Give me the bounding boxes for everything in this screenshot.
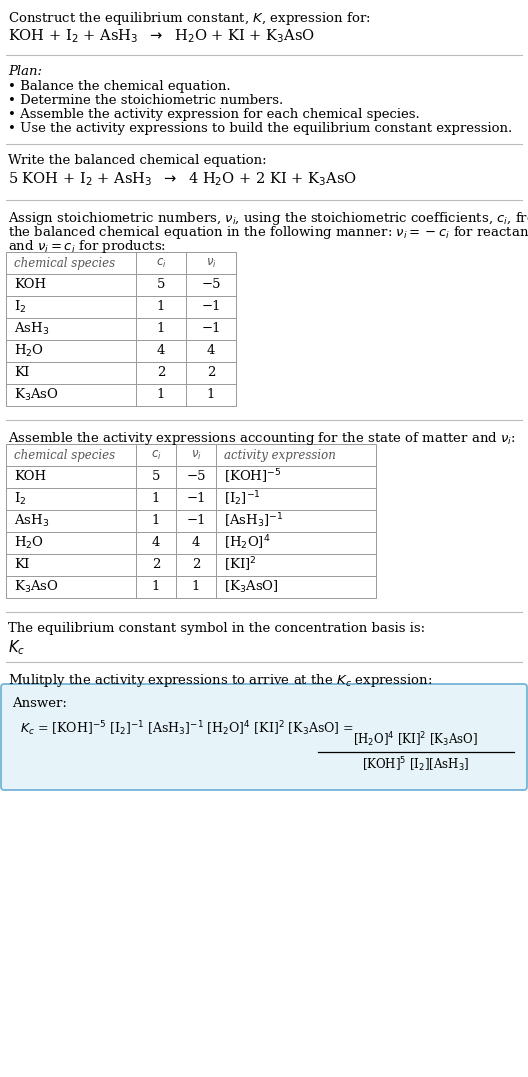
Text: AsH$_3$: AsH$_3$: [14, 513, 49, 529]
Text: [AsH$_3$]$^{-1}$: [AsH$_3$]$^{-1}$: [224, 512, 284, 530]
Text: 1: 1: [152, 492, 160, 505]
Text: • Balance the chemical equation.: • Balance the chemical equation.: [8, 80, 231, 93]
Bar: [6, 444, 376, 598]
Text: 1: 1: [157, 300, 165, 313]
Text: Plan:: Plan:: [8, 65, 42, 78]
Text: 2: 2: [152, 559, 160, 572]
Text: KOH: KOH: [14, 471, 46, 484]
Text: $\nu_i$: $\nu_i$: [205, 256, 216, 269]
Text: AsH$_3$: AsH$_3$: [14, 321, 49, 337]
Text: Write the balanced chemical equation:: Write the balanced chemical equation:: [8, 154, 267, 167]
Text: $\nu_i$: $\nu_i$: [191, 448, 201, 462]
Text: 1: 1: [157, 322, 165, 336]
Text: $c_i$: $c_i$: [156, 256, 166, 269]
Text: The equilibrium constant symbol in the concentration basis is:: The equilibrium constant symbol in the c…: [8, 623, 425, 635]
Text: 1: 1: [207, 389, 215, 402]
Text: [H$_2$O]$^4$ [KI]$^2$ [K$_3$AsO]: [H$_2$O]$^4$ [KI]$^2$ [K$_3$AsO]: [353, 730, 478, 749]
Text: [KOH]$^5$ [I$_2$][AsH$_3$]: [KOH]$^5$ [I$_2$][AsH$_3$]: [362, 755, 470, 773]
Text: KI: KI: [14, 366, 30, 379]
Text: 1: 1: [192, 581, 200, 593]
Text: H$_2$O: H$_2$O: [14, 535, 44, 551]
Text: I$_2$: I$_2$: [14, 299, 26, 316]
Text: [KI]$^2$: [KI]$^2$: [224, 556, 257, 574]
Text: −5: −5: [201, 279, 221, 292]
Text: 5: 5: [152, 471, 160, 484]
Text: −1: −1: [186, 492, 206, 505]
Text: [K$_3$AsO]: [K$_3$AsO]: [224, 579, 279, 596]
Text: Assign stoichiometric numbers, $\nu_i$, using the stoichiometric coefficients, $: Assign stoichiometric numbers, $\nu_i$, …: [8, 210, 528, 227]
Text: KOH: KOH: [14, 279, 46, 292]
Text: I$_2$: I$_2$: [14, 491, 26, 507]
Text: [I$_2$]$^{-1}$: [I$_2$]$^{-1}$: [224, 490, 261, 508]
Text: 1: 1: [152, 581, 160, 593]
Text: $K_c$: $K_c$: [8, 638, 25, 657]
Text: 4: 4: [192, 536, 200, 549]
Text: 2: 2: [207, 366, 215, 379]
Text: KI: KI: [14, 559, 30, 572]
Text: • Assemble the activity expression for each chemical species.: • Assemble the activity expression for e…: [8, 108, 420, 121]
Text: 1: 1: [152, 515, 160, 528]
Text: • Use the activity expressions to build the equilibrium constant expression.: • Use the activity expressions to build …: [8, 122, 512, 135]
Text: 4: 4: [207, 345, 215, 358]
Text: 5: 5: [157, 279, 165, 292]
Text: and $\nu_i = c_i$ for products:: and $\nu_i = c_i$ for products:: [8, 238, 166, 255]
Text: H$_2$O: H$_2$O: [14, 342, 44, 359]
Text: K$_3$AsO: K$_3$AsO: [14, 387, 59, 403]
Text: −1: −1: [201, 300, 221, 313]
Text: 5 KOH + I$_2$ + AsH$_3$  $\rightarrow$  4 H$_2$O + 2 KI + K$_3$AsO: 5 KOH + I$_2$ + AsH$_3$ $\rightarrow$ 4 …: [8, 170, 357, 187]
Bar: [6, 252, 236, 406]
Text: $K_c$ = [KOH]$^{-5}$ [I$_2$]$^{-1}$ [AsH$_3$]$^{-1}$ [H$_2$O]$^4$ [KI]$^2$ [K$_3: $K_c$ = [KOH]$^{-5}$ [I$_2$]$^{-1}$ [AsH…: [20, 719, 354, 738]
Text: Answer:: Answer:: [12, 697, 67, 710]
Text: the balanced chemical equation in the following manner: $\nu_i = -c_i$ for react: the balanced chemical equation in the fo…: [8, 224, 528, 241]
Text: Assemble the activity expressions accounting for the state of matter and $\nu_i$: Assemble the activity expressions accoun…: [8, 430, 516, 447]
Text: KOH + I$_2$ + AsH$_3$  $\rightarrow$  H$_2$O + KI + K$_3$AsO: KOH + I$_2$ + AsH$_3$ $\rightarrow$ H$_2…: [8, 27, 315, 45]
Text: −5: −5: [186, 471, 206, 484]
Text: −1: −1: [186, 515, 206, 528]
Text: [KOH]$^{-5}$: [KOH]$^{-5}$: [224, 467, 281, 486]
Text: Construct the equilibrium constant, $K$, expression for:: Construct the equilibrium constant, $K$,…: [8, 10, 371, 27]
Text: 2: 2: [192, 559, 200, 572]
Text: K$_3$AsO: K$_3$AsO: [14, 579, 59, 596]
Text: chemical species: chemical species: [14, 256, 115, 269]
Text: −1: −1: [201, 322, 221, 336]
FancyBboxPatch shape: [1, 684, 527, 791]
Text: activity expression: activity expression: [224, 448, 336, 462]
Text: [H$_2$O]$^4$: [H$_2$O]$^4$: [224, 533, 270, 553]
Text: chemical species: chemical species: [14, 448, 115, 462]
Text: 1: 1: [157, 389, 165, 402]
Text: 4: 4: [157, 345, 165, 358]
Text: 2: 2: [157, 366, 165, 379]
Text: 4: 4: [152, 536, 160, 549]
Text: Mulitply the activity expressions to arrive at the $K_c$ expression:: Mulitply the activity expressions to arr…: [8, 672, 432, 689]
Text: • Determine the stoichiometric numbers.: • Determine the stoichiometric numbers.: [8, 94, 283, 107]
Text: $c_i$: $c_i$: [150, 448, 162, 462]
